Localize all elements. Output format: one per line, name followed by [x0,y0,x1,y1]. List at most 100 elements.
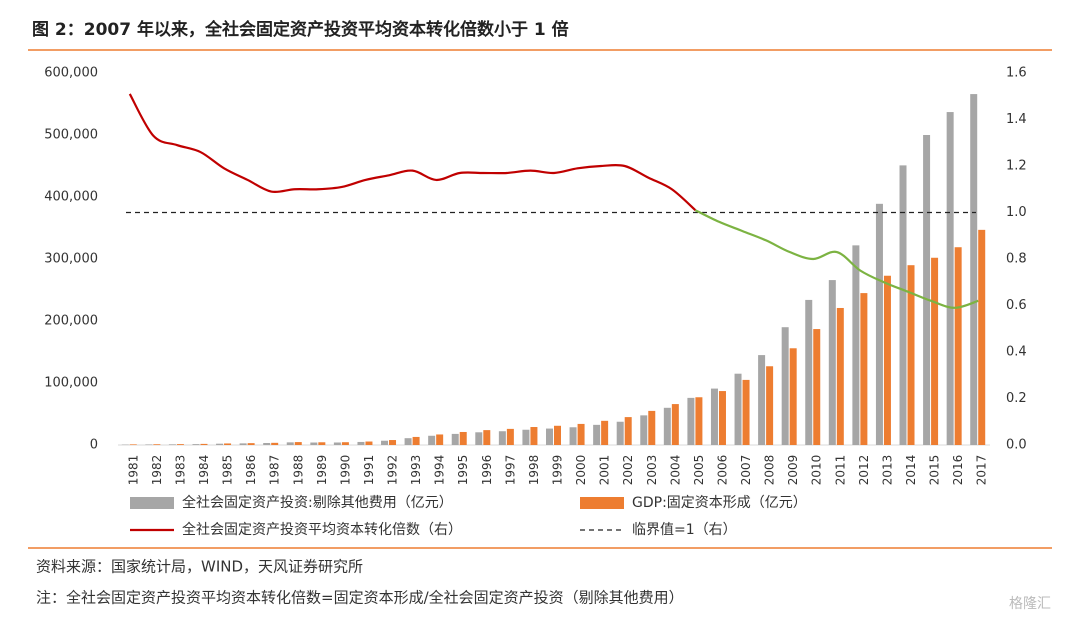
bar [554,425,561,445]
x-tick-label: 2009 [786,455,800,486]
bar [192,444,200,445]
y2-tick-label: 1.0 [1006,205,1027,220]
x-tick-label: 1984 [197,455,211,486]
bar [459,431,467,445]
x-tick-label: 1983 [173,455,187,486]
x-tick-label: 1989 [315,455,329,486]
bar [931,257,939,445]
legend-swatch [130,497,174,509]
bar [742,379,750,445]
bar [718,391,726,445]
bar [758,355,766,445]
bar [263,443,271,445]
x-tick-label: 1995 [456,455,470,486]
y2-tick-label: 0.2 [1006,391,1027,406]
bar [412,436,420,445]
x-tick-label: 1985 [221,455,235,486]
bar [271,442,279,445]
y2-tick-label: 0.6 [1006,298,1027,313]
line [128,93,697,211]
bar [404,438,412,445]
bar [522,429,530,445]
y-tick-label: 0 [90,438,98,453]
x-tick-label: 1981 [126,455,140,486]
bar [860,293,868,445]
bar [506,428,514,445]
bar [145,444,153,445]
bar [176,444,184,445]
x-tick-label: 2012 [857,455,871,486]
bar [310,442,318,445]
x-tick-label: 2015 [928,455,942,486]
bar [624,417,632,445]
bar [428,435,436,445]
bar [640,415,648,445]
bar [789,348,797,445]
bar [648,410,656,445]
bar [883,275,891,445]
bar [451,433,459,445]
y-tick-label: 600,000 [44,66,98,81]
x-tick-label: 2004 [668,455,682,486]
bar [593,424,601,445]
bar [852,245,860,445]
note: 注：全社会固定资产投资平均资本转化倍数=固定资本形成/全社会固定资产投资（剔除其… [36,589,684,607]
y-tick-label: 400,000 [44,190,98,205]
bar [946,112,954,445]
x-tick-label: 2014 [904,455,918,486]
legend-label: 全社会固定资产投资平均资本转化倍数（右） [182,521,462,538]
bar [828,280,836,445]
bar [616,421,624,445]
watermark: 格隆汇 [1009,596,1051,612]
bar [875,203,883,445]
bar [687,397,695,445]
bar [318,442,326,445]
bar [224,443,232,445]
bar [365,441,373,445]
line-recolored [694,209,979,309]
bar [954,247,962,445]
x-tick-label: 1988 [291,455,305,486]
x-tick-label: 2011 [833,455,847,486]
x-tick-label: 2000 [574,455,588,486]
source: 资料来源：国家统计局，WIND，天风证券研究所 [36,558,363,576]
x-tick-label: 2003 [645,455,659,486]
x-tick-label: 2008 [763,455,777,486]
bar [923,135,931,445]
bar [569,427,577,445]
y2-tick-label: 0.8 [1006,252,1027,267]
y2-tick-label: 0.0 [1006,438,1027,453]
bar [577,423,585,445]
y2-tick-label: 1.6 [1006,66,1027,81]
legend-label: GDP:固定资本形成（亿元） [632,495,807,511]
bar [357,441,365,445]
bar [671,404,679,445]
bar [247,443,255,445]
bar [498,431,506,445]
x-tick-label: 2001 [598,455,612,486]
x-tick-label: 1994 [433,455,447,486]
bar [836,307,844,445]
x-tick-label: 1986 [244,455,258,486]
bar [483,430,491,445]
x-tick-label: 2017 [975,455,989,486]
x-tick-label: 2016 [951,455,965,486]
bar [663,407,671,445]
legend-label: 全社会固定资产投资:剔除其他费用（亿元） [182,494,453,511]
bar [239,443,247,445]
x-tick-label: 2010 [810,455,824,486]
chart-title: 图 2：2007 年以来，全社会固定资产投资平均资本转化倍数小于 1 倍 [32,19,569,40]
bar [475,432,483,445]
x-tick-label: 1987 [268,455,282,486]
bar [153,444,161,445]
bar [381,440,389,445]
y-tick-label: 200,000 [44,314,98,329]
legend-label: 临界值=1（右） [632,522,737,538]
bar [341,442,349,445]
x-tick-label: 1992 [386,455,400,486]
x-tick-label: 2007 [739,455,753,486]
bar [200,443,208,445]
bar [530,427,538,445]
